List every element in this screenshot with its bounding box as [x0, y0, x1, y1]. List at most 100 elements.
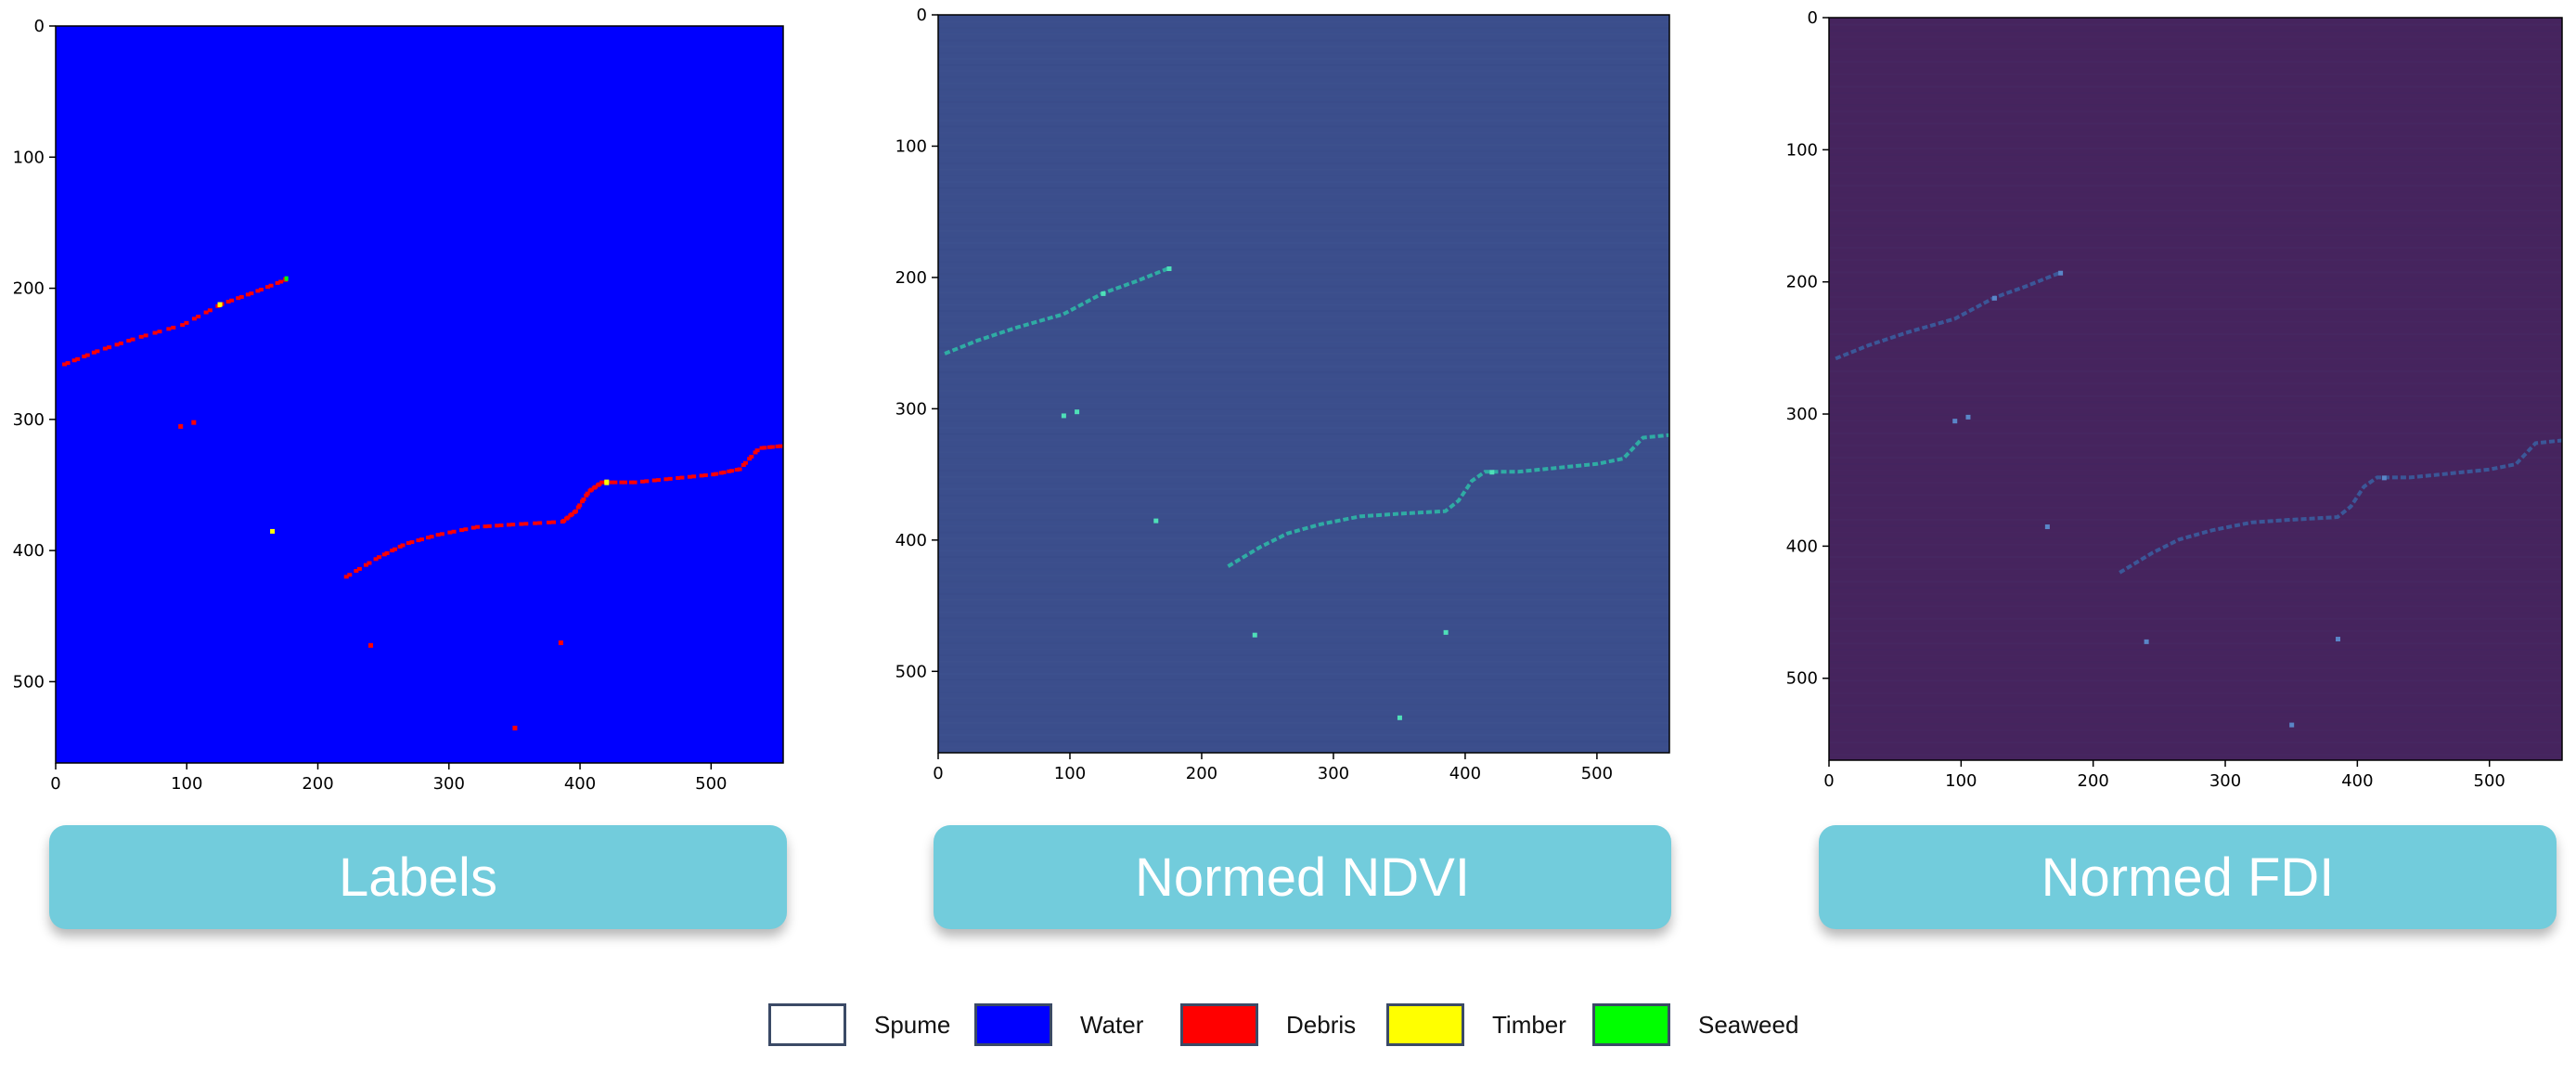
labels-streak-lower-debris-pixel — [470, 525, 476, 530]
ndvi-noise-band — [938, 291, 1669, 294]
fdi-noise-band — [1829, 580, 2562, 583]
labels-streak-upper-debris-pixel — [95, 349, 100, 354]
ndvi-noise-band — [938, 556, 1669, 558]
ndvi-spot — [1061, 413, 1066, 419]
ndvi-streak-lower-trace — [1227, 433, 1670, 568]
fdi-noise-band — [1829, 649, 2562, 651]
fdi-noise-band — [1829, 475, 2562, 478]
fdi-noise-band — [1829, 80, 2562, 82]
ndvi-noise-band — [938, 162, 1669, 164]
fdi-noise-band — [1829, 67, 2562, 69]
labels-streak-upper-debris-pixel — [196, 315, 201, 319]
ndvi-noise-band — [938, 261, 1669, 263]
labels-streak-lower-debris-pixel — [363, 562, 368, 567]
fdi-noise-band — [1829, 723, 2562, 725]
labels-x-tick-label: 100 — [171, 774, 202, 794]
labels-streak-lower-debris-pixel — [767, 445, 773, 449]
fdi-noise-band — [1829, 754, 2562, 756]
fdi-noise-band — [1829, 630, 2562, 632]
ndvi-noise-band — [938, 273, 1669, 276]
labels-streak-lower-debris-pixel — [599, 480, 605, 485]
labels-y-tick-label: 0 — [34, 17, 45, 36]
ndvi-noise-band — [938, 544, 1669, 546]
fdi-noise-band — [1829, 246, 2562, 249]
labels-streak-lower-debris-pixel — [609, 480, 614, 485]
labels-streak-upper-debris-pixel — [238, 294, 244, 299]
ndvi-noise-band — [938, 660, 1669, 663]
ndvi-noise-band — [938, 33, 1669, 35]
fdi-y-tick-label: 400 — [1786, 536, 1818, 556]
fdi-noise-band — [1829, 568, 2562, 570]
labels-streak-lower-debris-pixel — [495, 524, 500, 528]
labels-streak-lower-debris-pixel — [632, 480, 638, 485]
ndvi-noise-band — [938, 254, 1669, 257]
ndvi-noise-band — [938, 390, 1669, 393]
ndvi-noise-band — [938, 408, 1669, 410]
labels-streak-upper-debris-pixel — [207, 308, 213, 313]
fdi-noise-band — [1829, 512, 2562, 514]
ndvi-noise-band — [938, 58, 1669, 60]
fdi-noise-band — [1829, 642, 2562, 645]
ndvi-noise-band — [938, 107, 1669, 110]
ndvi-noise-band — [938, 242, 1669, 245]
labels-streak-lower-debris-pixel — [588, 487, 594, 492]
ndvi-spot — [1101, 291, 1106, 296]
fdi-noise-band — [1829, 667, 2562, 669]
fdi-noise-band — [1829, 735, 2562, 737]
ndvi-spot — [1443, 629, 1449, 635]
ndvi-noise-band — [938, 384, 1669, 386]
ndvi-y-tick-label: 200 — [895, 268, 927, 288]
fdi-noise-band — [1829, 290, 2562, 292]
ndvi-noise-band — [938, 525, 1669, 527]
labels-streak-lower-debris-pixel — [416, 538, 421, 543]
fdi-noise-band — [1829, 382, 2562, 384]
labels-streak-lower-debris-pixel — [343, 575, 349, 579]
ndvi-noise-band — [938, 322, 1669, 324]
fdi-noise-band — [1829, 154, 2562, 156]
fdi-x-tick-label: 200 — [2078, 771, 2109, 791]
legend-item-seaweed: Seaweed — [1592, 1003, 1798, 1046]
fdi-noise-band — [1829, 488, 2562, 490]
fdi-streak-lower-trace — [2119, 438, 2563, 575]
ndvi-noise-band — [938, 205, 1669, 208]
legend-label-spume: Spume — [874, 1010, 951, 1039]
ndvi-noise-band — [938, 494, 1669, 497]
labels-streak-lower-debris-pixel — [451, 529, 457, 534]
fdi-noise-band — [1829, 191, 2562, 193]
ndvi-noise-band — [938, 692, 1669, 693]
ndvi-noise-band — [938, 402, 1669, 404]
labels-streak-lower-debris-pixel — [651, 478, 657, 483]
ndvi-noise-band — [938, 710, 1669, 712]
labels-streak-upper-debris-pixel — [225, 299, 231, 304]
labels-streak-upper-debris-pixel — [152, 330, 158, 335]
fdi-noise-band — [1829, 141, 2562, 143]
ndvi-noise-band — [938, 740, 1669, 743]
fdi-noise-band — [1829, 215, 2562, 217]
ndvi-noise-band — [938, 200, 1669, 201]
labels-streak-lower-debris-pixel — [426, 536, 431, 540]
fdi-noise-band — [1829, 426, 2562, 428]
labels-streak-lower-debris-pixel — [550, 520, 556, 524]
labels-spot — [178, 423, 184, 429]
labels-streak-lower-debris-pixel — [584, 493, 589, 498]
ndvi-noise-band — [938, 519, 1669, 522]
labels-streak-lower-debris-pixel — [519, 522, 524, 526]
fdi-noise-band — [1829, 42, 2562, 45]
labels-image — [56, 26, 783, 763]
fdi-noise-band — [1829, 340, 2562, 342]
labels-y-tick-label: 300 — [13, 410, 45, 430]
labels-streak-upper-debris-pixel — [130, 337, 135, 342]
fdi-noise-band — [1829, 209, 2562, 212]
labels-streak-lower-debris-pixel — [699, 473, 704, 478]
fdi-noise-band — [1829, 345, 2562, 347]
ndvi-noise-band — [938, 395, 1669, 398]
ndvi-y-tick-label: 400 — [895, 531, 927, 550]
ndvi-noise-band — [938, 88, 1669, 91]
ndvi-noise-band — [938, 599, 1669, 601]
fdi-noise-band — [1829, 315, 2562, 317]
fdi-noise-band — [1829, 173, 2562, 175]
ndvi-noise-band — [938, 285, 1669, 288]
caption-ndvi: Normed NDVI — [934, 825, 1671, 929]
ndvi-noise-band — [938, 420, 1669, 422]
ndvi-noise-band — [938, 359, 1669, 361]
